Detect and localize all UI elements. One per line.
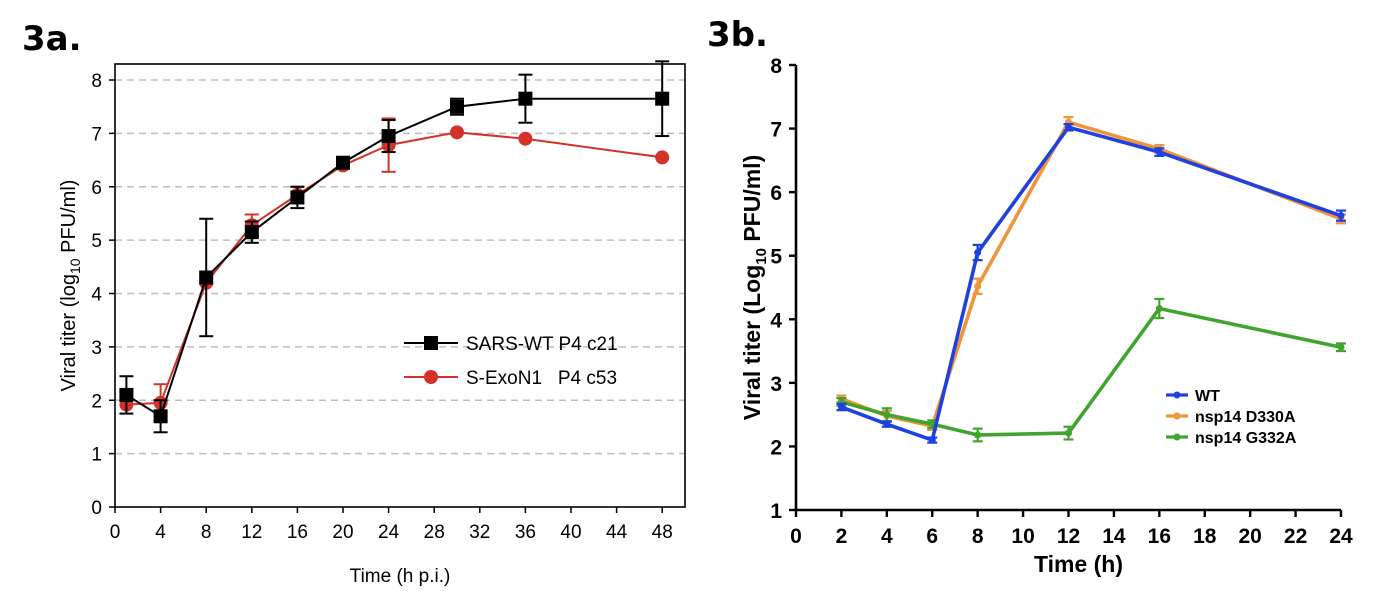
x-tick-label: 10 [1011, 525, 1034, 548]
x-axis-title: Time (h) [1034, 551, 1123, 577]
data-point [518, 131, 533, 146]
x-tick-label: 16 [287, 522, 308, 543]
x-tick-label: 18 [1193, 525, 1217, 548]
x-tick-label: 44 [606, 522, 628, 543]
legend-marker [1173, 391, 1181, 399]
data-point [1155, 304, 1163, 312]
legend-label: nsp14 D330A [1195, 409, 1296, 426]
series-sars-wt [119, 60, 670, 434]
legend-label: S-ExoN1 P4 c53 [466, 368, 617, 389]
x-tick-label: 48 [652, 522, 673, 543]
plot-frame [114, 63, 686, 508]
series-nsp14-g332a [836, 297, 1346, 443]
y-tick-label: 0 [91, 498, 102, 519]
y-tick-label: 3 [91, 338, 102, 359]
data-point [1155, 148, 1163, 156]
y-tick-label: 8 [770, 55, 782, 78]
legend: WT nsp14 D330A nsp14 G332A [1166, 388, 1297, 447]
series-line [840, 120, 1342, 428]
x-tick-label: 8 [972, 525, 984, 548]
data-point [974, 431, 982, 439]
legend-marker [1173, 412, 1181, 420]
x-tick-label: 8 [201, 522, 212, 543]
x-tick-label: 6 [926, 525, 938, 548]
x-tick-label: 4 [155, 522, 166, 543]
y-tick-label: 7 [91, 124, 102, 145]
series-nsp14-d330a [836, 116, 1346, 431]
x-axis-title: Time (h p.i.) [350, 566, 451, 587]
y-axis-title: Viral titer (log10 PFU/ml) [58, 180, 83, 392]
legend-marker [1173, 433, 1181, 441]
series-wt [836, 123, 1346, 444]
x-tick-label: 14 [1102, 525, 1126, 548]
x-tick-label: 20 [1238, 525, 1261, 548]
legend: SARS-WT P4 c21 S-ExoN1 P4 c53 [404, 334, 618, 389]
y-tick-label: 6 [770, 182, 782, 205]
data-point [883, 411, 891, 419]
legend-label: WT [1195, 388, 1220, 405]
data-point [974, 249, 982, 257]
panel-label-a: 3a. [22, 19, 82, 59]
x-tick-label: 20 [332, 522, 353, 543]
data-point [450, 125, 464, 140]
legend-label: SARS-WT P4 c21 [466, 334, 618, 355]
y-tick-label: 2 [770, 436, 782, 459]
data-point [1337, 212, 1345, 220]
data-point [1065, 123, 1072, 131]
x-tick-label: 22 [1284, 525, 1307, 548]
y-axis-title: Viral titer (Log10 PFU/ml) [739, 155, 770, 420]
x-tick-label: 0 [790, 525, 802, 548]
data-point [1337, 343, 1345, 351]
y-tick-label: 6 [91, 178, 102, 199]
y-tick-label: 4 [770, 309, 782, 332]
x-tick-label: 24 [378, 522, 400, 543]
y-tick-label: 1 [770, 500, 782, 523]
data-point [655, 150, 670, 165]
data-point [928, 436, 936, 444]
x-tick-label: 32 [469, 522, 490, 543]
panel-label-b: 3b. [707, 15, 768, 55]
data-point [336, 155, 350, 170]
x-tick-label: 12 [1057, 525, 1080, 548]
data-point [381, 129, 396, 144]
data-point [655, 91, 670, 106]
y-tick-label: 3 [770, 373, 782, 396]
x-tick-label: 0 [110, 522, 121, 543]
x-tick-label: 16 [1148, 525, 1171, 548]
data-point [450, 99, 464, 114]
data-point [199, 270, 214, 285]
series-line [840, 125, 1342, 442]
y-tick-label: 5 [770, 246, 782, 269]
data-point [518, 91, 533, 106]
x-tick-label: 40 [560, 522, 581, 543]
x-tick-label: 4 [881, 525, 893, 548]
x-tick-label: 28 [424, 522, 445, 543]
y-tick-label: 8 [91, 71, 102, 92]
data-point [119, 387, 134, 402]
data-point [837, 403, 845, 411]
legend-marker [424, 336, 438, 350]
data-point [1065, 429, 1072, 437]
series-line [125, 97, 663, 418]
data-point [244, 225, 259, 240]
y-tick-label: 4 [91, 285, 102, 306]
x-tick-label: 2 [836, 525, 848, 548]
y-tick-label: 7 [770, 119, 782, 142]
x-tick-label: 12 [241, 522, 262, 543]
y-tick-label: 5 [91, 231, 102, 252]
legend-label: nsp14 G332A [1195, 430, 1297, 447]
legend-marker [424, 370, 438, 384]
data-point [883, 420, 891, 428]
data-point [290, 190, 305, 205]
data-point [153, 409, 168, 424]
y-tick-label: 2 [91, 391, 102, 412]
x-tick-label: 24 [1329, 525, 1353, 548]
data-point [974, 282, 982, 290]
x-tick-label: 36 [515, 522, 536, 543]
y-tick-label: 1 [91, 445, 102, 466]
